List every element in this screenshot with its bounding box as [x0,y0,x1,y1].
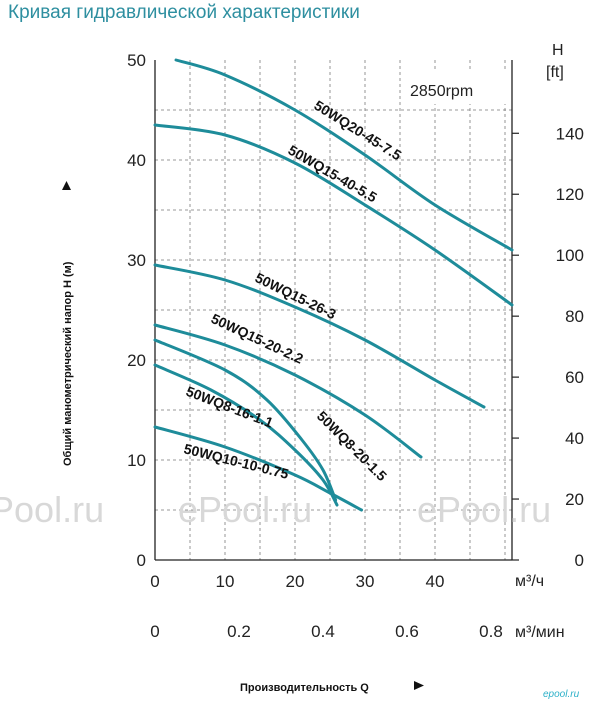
y2-tick-label: 140 [556,124,584,143]
chart-axes: 0 10 20 30 40 50 0 10 20 30 40 0 0.2 0.4 0.6 0.8 0 20 40 60… [127,51,584,641]
y2-tick-label: 40 [565,429,584,448]
x-axis-title: Производительность Q [240,682,369,694]
x-tick-label-m3h: 20 [286,572,305,591]
y2-tick-label: 80 [565,307,584,326]
speed-label: 2850rpm [410,83,473,100]
y2-tick-label: 120 [556,185,584,204]
y-tick-label: 0 [137,551,146,570]
curve-50WQ8-20-1.5 [153,338,338,502]
watermark-1: ePool.ru [0,489,104,530]
x-tick-label-m3min: 0.8 [479,622,503,641]
y2-title: H [552,42,564,59]
watermark-3: ePool.ru [417,489,551,530]
curve-50WQ15-20-2.2 [153,323,423,459]
watermark-2: ePool.ru [178,489,312,530]
x-axis-arrow-icon [414,681,424,690]
y2-unit: [ft] [546,64,564,81]
x-tick-label-m3min: 0.6 [395,622,419,641]
x-tick-label-m3h: 40 [426,572,445,591]
y2-tick-label: 100 [556,246,584,265]
y-tick-label: 10 [127,451,146,470]
y2-tick-label: 0 [575,551,584,570]
x-tick-label-m3h: 0 [150,572,159,591]
curve-50WQ10-10-0.75 [153,425,363,512]
x-tick-label-m3min: 0 [150,622,159,641]
curve-50WQ15-40-5.5 [153,123,514,307]
curve-label: 50WQ8-16-1.1 [184,383,276,431]
speed-box [403,72,506,104]
y-axis-arrow-icon [62,181,71,190]
y-tick-label: 20 [127,351,146,370]
y-tick-label: 50 [127,51,146,70]
curve-50WQ8-16-1.1 [153,363,339,507]
logo: epool.ru [543,689,580,700]
curve-label: 50WQ10-10-0.75 [182,440,290,482]
curve-50WQ20-45-7.5 [174,58,514,252]
x-tick-label-m3min: 0.2 [227,622,251,641]
y-tick-label: 40 [127,151,146,170]
curves [153,58,514,512]
y-axis-title: Общий манометрический напор H (м) [62,261,74,466]
x-tick-label-m3h: 30 [356,572,375,591]
x-tick-label-m3min: 0.4 [311,622,335,641]
x-unit-m3min: м³/мин [515,624,565,641]
y2-tick-label: 60 [565,368,584,387]
curve-labels: 50WQ20-45-7.550WQ15-40-5.550WQ15-26-350W… [182,97,404,484]
y2-tick-label: 20 [565,490,584,509]
x-tick-label-m3h: 10 [216,572,235,591]
page-title: Кривая гидравлической характеристики [8,2,360,23]
curve-50WQ15-26-3 [153,263,486,409]
y-tick-label: 30 [127,251,146,270]
x-unit-m3h: м³/ч [515,573,544,590]
chart-grid [155,60,512,560]
curve-label: 50WQ15-40-5.5 [286,142,380,206]
